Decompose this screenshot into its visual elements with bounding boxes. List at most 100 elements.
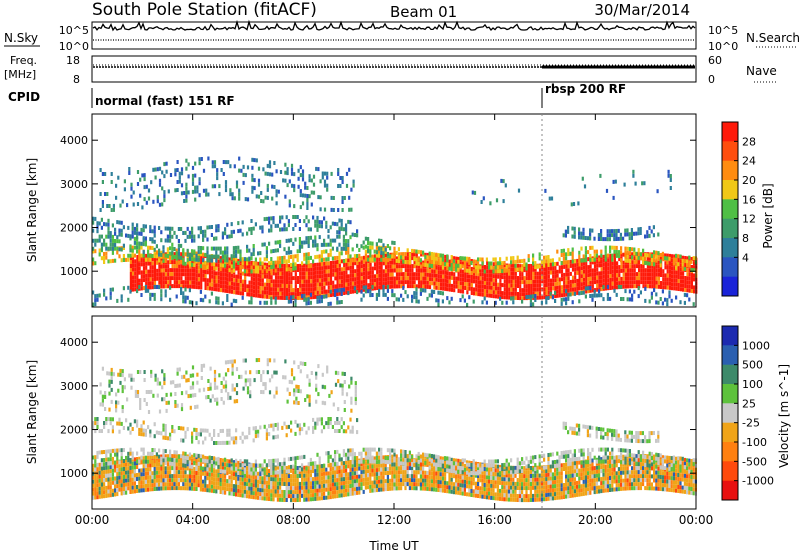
power-cell: [299, 189, 302, 194]
velocity-cell: [204, 483, 207, 488]
power-cell: [611, 265, 614, 270]
power-cell: [196, 185, 199, 190]
power-cell: [191, 280, 194, 285]
power-cell: [349, 269, 352, 274]
power-cell: [248, 280, 251, 285]
power-cell: [652, 225, 655, 230]
power-cell: [455, 284, 458, 289]
power-cell: [345, 183, 349, 188]
power-cell: [560, 301, 563, 306]
velocity-cell: [338, 477, 341, 482]
power-cell: [253, 186, 256, 191]
power-cell: [529, 298, 532, 303]
power-cell: [323, 265, 326, 270]
power-cell: [593, 272, 597, 277]
velocity-cell: [235, 464, 238, 469]
power-cell: [111, 287, 114, 292]
power-cell: [585, 273, 588, 278]
power-cell: [334, 260, 337, 265]
power-cell: [644, 257, 647, 261]
power-cell: [268, 271, 271, 275]
power-cell: [255, 158, 258, 163]
power-cell: [292, 215, 295, 219]
power-cell: [364, 257, 367, 262]
velocity-cell: [250, 478, 253, 483]
power-cell: [631, 247, 634, 252]
power-cell: [571, 234, 574, 239]
velocity-cell: [274, 489, 277, 494]
power-cell: [500, 178, 503, 183]
power-cell: [598, 263, 601, 268]
power-cell: [373, 274, 377, 279]
power-cell: [402, 280, 405, 285]
power-cell: [303, 267, 306, 272]
velocity-cell: [298, 493, 301, 498]
power-cell: [395, 256, 399, 261]
velocity-cell: [210, 480, 213, 485]
power-cell: [353, 254, 356, 259]
power-cell: [525, 280, 528, 285]
velocity-cell: [329, 487, 332, 492]
power-cell: [303, 271, 306, 276]
power-cell: [320, 224, 323, 229]
power-cell: [671, 278, 674, 283]
velocity-cell: [151, 475, 154, 480]
power-cell: [139, 193, 142, 198]
power-cell: [271, 172, 274, 177]
power-cell: [415, 295, 418, 300]
power-cell: [587, 273, 590, 278]
power-cell: [604, 266, 608, 271]
power-cell: [338, 263, 341, 268]
power-cell: [129, 284, 132, 288]
power-cell: [147, 288, 150, 293]
velocity-cell: [294, 482, 297, 487]
power-cell: [169, 255, 172, 260]
velocity-cell: [228, 487, 231, 492]
power-cell: [345, 274, 348, 279]
velocity-cell: [270, 493, 273, 498]
power-cell: [633, 268, 636, 273]
power-cell: [593, 293, 596, 298]
velocity-cell: [254, 463, 257, 468]
power-cell: [329, 285, 333, 289]
power-cell: [364, 249, 367, 254]
velocity-cell: [155, 482, 158, 487]
power-cell: [571, 291, 575, 296]
velocity-cell: [193, 466, 196, 471]
power-cell: [129, 276, 132, 280]
power-cell: [483, 281, 487, 285]
power-cell: [296, 253, 299, 258]
power-cell: [120, 228, 123, 233]
power-cell: [411, 268, 414, 273]
power-cell: [666, 281, 669, 286]
velocity-cell: [103, 482, 106, 487]
power-cell: [261, 286, 264, 291]
power-cell: [116, 250, 119, 255]
power-cell: [497, 274, 500, 279]
power-cell: [382, 273, 385, 278]
power-cell: [492, 282, 495, 287]
velocity-cell: [327, 471, 330, 476]
power-cell: [191, 238, 194, 243]
power-cell: [129, 272, 132, 276]
power-cell: [321, 270, 324, 275]
velocity-cell: [127, 474, 130, 479]
power-cell: [294, 272, 297, 277]
power-cell: [153, 292, 156, 297]
power-cell: [529, 294, 532, 299]
power-cell: [208, 258, 211, 263]
power-cell: [365, 275, 368, 280]
power-cell: [450, 267, 453, 271]
power-cell: [253, 158, 256, 163]
power-cell: [310, 267, 313, 272]
power-cell: [642, 276, 645, 281]
power-cell: [516, 292, 520, 296]
velocity-cell: [270, 481, 273, 486]
power-cell: [516, 280, 520, 284]
power-cell: [389, 272, 392, 277]
velocity-cell: [316, 472, 319, 477]
power-cell: [613, 273, 616, 278]
power-cell: [415, 291, 418, 296]
power-cell: [400, 255, 403, 260]
power-cell: [439, 257, 442, 262]
